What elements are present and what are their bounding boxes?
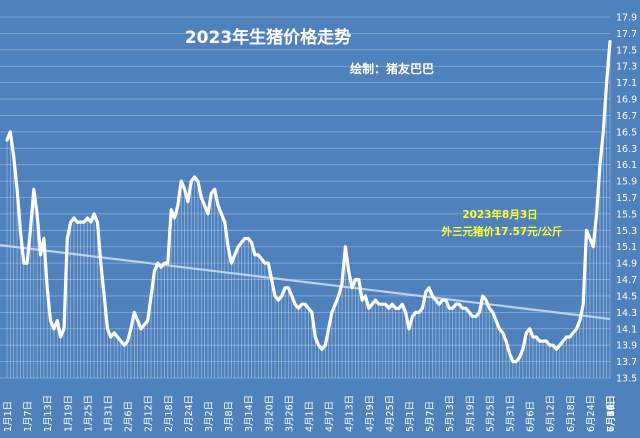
x-tick-label: 5月25日 [485,395,496,432]
x-tick-label: 5月7日 [425,401,436,432]
x-tick-label: 4月19日 [365,395,376,432]
x-tick-label: 7月24日 [606,395,617,432]
y-tick-label: 15.7 [616,193,637,204]
x-tick-label: 1月25日 [83,395,94,432]
x-tick-label: 5月13日 [445,395,456,432]
chart-title: 2023年生猪价格走势 [185,27,351,48]
x-tick-label: 5月1日 [405,401,416,432]
y-tick-label: 13.7 [616,357,637,368]
x-tick-label: 1月13日 [43,395,54,432]
x-tick-label: 1月7日 [23,401,34,432]
x-tick-label: 6月30日 [606,395,617,432]
x-tick-label: 2月18日 [164,395,175,432]
y-tick-label: 14.5 [616,291,637,302]
x-tick-label: 7月30日 [606,395,617,432]
x-tick-label: 6月6日 [526,401,537,432]
x-tick-label: 3月14日 [244,395,255,432]
y-tick-label: 16.7 [616,111,637,122]
x-tick-label: 5月31日 [506,395,517,432]
y-tick-label: 15.9 [616,177,637,188]
x-tick-label: 2月24日 [184,395,195,432]
y-tick-label: 16.3 [616,144,637,155]
x-tick-label: 6月12日 [546,395,557,432]
x-tick-label: 4月7日 [325,401,336,432]
gridlines [0,16,610,379]
y-tick-label: 14.7 [616,275,637,286]
y-tick-label: 15.5 [616,209,637,220]
annotation-line-1: 2023年8月3日 [462,208,537,221]
x-tick-label: 3月2日 [204,401,215,432]
x-tick-label: 2月12日 [144,395,155,432]
x-tick-label: 4月13日 [345,395,356,432]
x-tick-label: 7月12日 [606,395,617,432]
x-tick-label: 2月6日 [124,401,135,432]
y-tick-label: 17.5 [616,45,637,56]
x-tick-label: 7月18日 [606,395,617,432]
x-tick-label: 4月1日 [305,401,316,432]
x-tick-label: 1月31日 [104,395,115,432]
y-tick-label: 14.9 [616,259,637,270]
x-tick-label: 1月1日 [3,401,14,432]
y-tick-label: 15.1 [616,242,637,253]
y-tick-label: 17.1 [616,78,637,89]
x-tick-label: 5月19日 [465,395,476,432]
x-tick-label: 6月18日 [566,395,577,432]
x-tick-label: 3月26日 [284,395,295,432]
x-tick-label: 7月6日 [606,401,617,432]
y-tick-label: 17.3 [616,62,637,73]
chart-subtitle: 绘制：猪友巴巴 [350,61,434,76]
x-axis-ticks: 1月1日 1月7日 1月13日 1月19日 1月25日 1月31日 2月6日 2月12日 2月1… [3,395,617,432]
y-tick-label: 16.5 [616,127,637,138]
drop-lines [6,41,611,378]
y-tick-label: 14.1 [616,324,637,335]
x-tick-label: 4月25日 [385,395,396,432]
annotation-line-2: 外三元猪价17.57元/公斤 [440,225,562,238]
x-tick-label: 6月24日 [586,395,597,432]
y-tick-label: 17.7 [616,29,637,40]
x-tick-label: 3月20日 [264,395,275,432]
x-tick-label: 3月8日 [224,401,235,432]
price-series-line [5,39,612,364]
y-tick-label: 16.9 [616,95,637,106]
y-tick-label: 16.1 [616,160,637,171]
y-tick-label: 14.3 [616,308,637,319]
y-axis-ticks: 13.5 13.7 13.9 14.1 14.3 14.5 14.7 14.9 15.1 15.3… [616,13,637,385]
y-tick-label: 15.3 [616,226,637,237]
y-tick-label: 17.9 [616,13,637,24]
y-tick-label: 13.9 [616,341,637,352]
y-tick-label: 13.5 [616,374,637,385]
x-tick-label: 1月19日 [63,395,74,432]
